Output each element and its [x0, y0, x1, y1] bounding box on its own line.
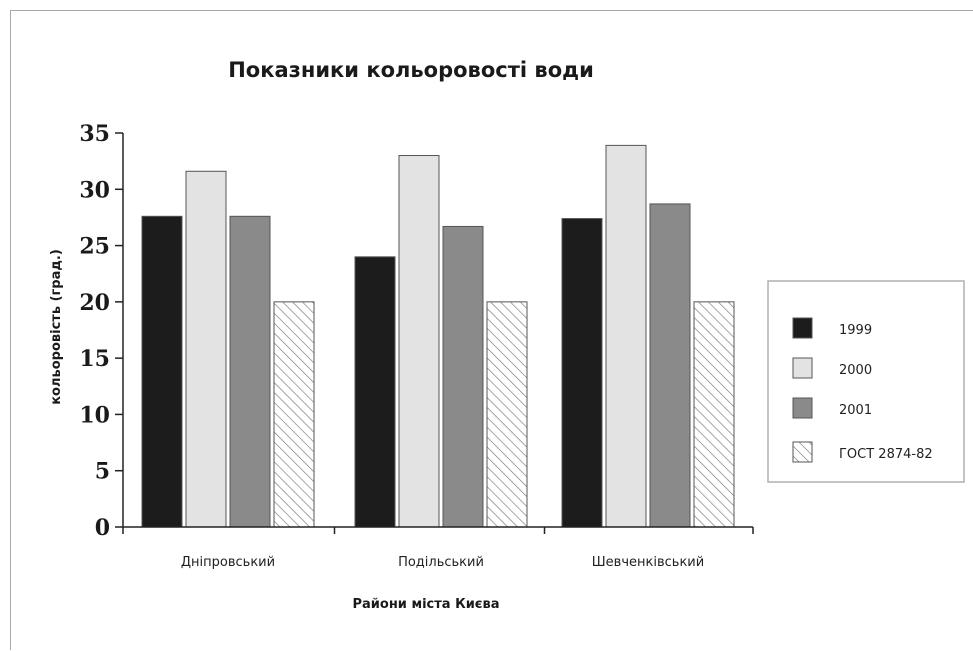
y-axis-title: кольоровість (град.) — [49, 249, 64, 405]
y-tick-label: 10 — [79, 402, 110, 428]
y-tick-label: 5 — [95, 459, 110, 485]
bar-2001-3 — [649, 203, 691, 528]
x-axis-title: Райони міста Києва — [352, 597, 499, 612]
y-tick-label: 0 — [95, 515, 110, 541]
legend-swatch-2000 — [792, 357, 813, 379]
chart: Показники кольоровості води Дніпровський… — [49, 58, 965, 612]
legend-swatch-2001 — [792, 397, 813, 419]
bar-2000-2 — [398, 155, 440, 528]
y-tick-label: 20 — [79, 290, 110, 316]
bar-ГОСТ-2874-82-1 — [273, 301, 315, 528]
y-tick-label: 25 — [79, 234, 110, 260]
bar-ГОСТ-2874-82-3 — [693, 301, 735, 528]
bar-2000-1 — [185, 170, 227, 528]
bar-2001-2 — [442, 225, 484, 528]
bar-1999-1 — [141, 215, 183, 528]
legend-label: 2001 — [839, 403, 872, 418]
legend-label: 2000 — [839, 363, 872, 378]
legend-swatch-1999 — [792, 317, 813, 339]
bar-1999-2 — [354, 256, 396, 528]
chart-title: Показники кольоровості води — [228, 58, 594, 82]
x-tick-label: Шевченківський — [592, 555, 704, 570]
bar-2000-3 — [605, 144, 647, 528]
legend-label: ГОСТ 2874-82 — [839, 447, 933, 462]
x-tick-label: Подільський — [398, 555, 484, 570]
x-tick-label: Дніпровський — [181, 555, 275, 570]
chart-frame: Показники кольоровості води Дніпровський… — [10, 10, 973, 650]
y-tick-label: 30 — [79, 177, 110, 203]
y-tick-label: 35 — [79, 121, 110, 147]
y-tick-label: 15 — [79, 346, 110, 372]
bar-1999-3 — [561, 218, 603, 528]
legend: 1999 2000 2001 ГОСТ 2874-82 — [767, 280, 965, 483]
bar-2001-1 — [229, 215, 271, 528]
plot-area: Дніпровський Подільський Шевченківський 0 5 1… — [79, 121, 754, 570]
bar-ГОСТ-2874-82-2 — [486, 301, 528, 528]
legend-label: 1999 — [839, 323, 872, 338]
legend-swatch-ГОСТ-2874-82 — [792, 441, 813, 463]
